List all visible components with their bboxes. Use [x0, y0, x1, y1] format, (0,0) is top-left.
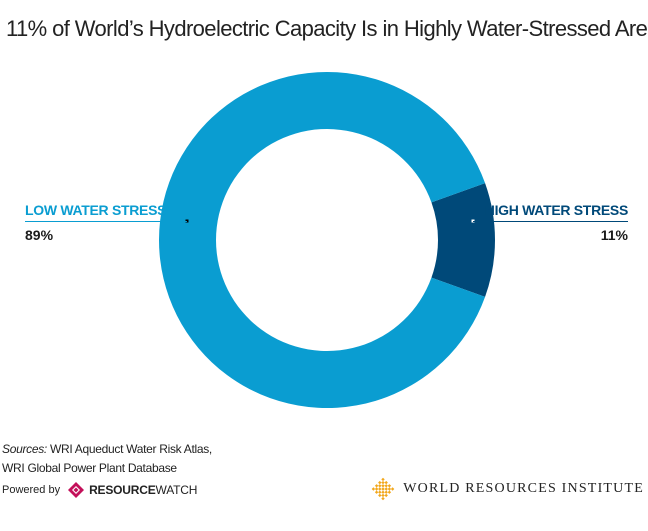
wri-logo-dot [378, 493, 382, 498]
high-water-stress-leader-line [473, 221, 628, 222]
sources-note: Sources: WRI Aqueduct Water Risk Atlas, … [2, 440, 212, 478]
wri-logo-dot [378, 490, 382, 494]
wri-logo-icon [371, 477, 395, 501]
wri-logo-dot [384, 487, 389, 491]
donut-slices [159, 71, 495, 408]
source-power-plant-database: WRI Global Power Plant Database [2, 461, 177, 475]
resource-watch-brand-rest: WATCH [155, 483, 198, 497]
donut-slice-high-water-stress [431, 183, 495, 297]
high-water-stress-label: HIGH WATER STRESS [484, 202, 629, 218]
low-water-stress-leader-line [25, 221, 187, 222]
wri-logo-dot [384, 490, 389, 494]
wri-logo-dot [371, 487, 376, 491]
wri-logo-dot [381, 496, 385, 501]
wri-logo-dot [378, 484, 382, 488]
wri-logo-dot [381, 493, 385, 498]
low-water-stress-label: LOW WATER STRESS [25, 202, 167, 218]
wri-logo-dot [381, 490, 385, 494]
wri-logo-dot [381, 484, 385, 488]
wri-logo-dot [375, 487, 379, 491]
wri-logo-dot [381, 480, 385, 485]
wri-logo-dot [381, 477, 385, 482]
high-water-stress-value: 11% [600, 227, 628, 243]
sources-label: Sources: [2, 442, 47, 456]
low-water-stress-marker [185, 219, 189, 223]
wri-logo-dot [378, 480, 382, 485]
wri-name: WORLD RESOURCES INSTITUTE [403, 481, 644, 496]
powered-by: Powered by RESOURCEWATCH [2, 481, 197, 499]
source-aqueduct: WRI Aqueduct Water Risk Atlas, [46, 442, 212, 456]
wri-logo: WORLD RESOURCES INSTITUTE [371, 477, 644, 501]
wri-logo-dot [375, 490, 379, 494]
resource-watch-brand-bold: RESOURCE [89, 483, 156, 497]
wri-logo-dot [381, 487, 385, 491]
wri-logo-dot [375, 484, 379, 488]
slice-markers [185, 219, 475, 223]
wri-logo-dot [387, 484, 392, 488]
wri-logo-dot [387, 490, 392, 494]
powered-by-text: Powered by [2, 484, 61, 496]
resource-watch-logo-icon [68, 482, 85, 498]
wri-logo-dot [378, 487, 382, 491]
low-water-stress-value: 89% [25, 227, 54, 243]
wri-logo-dot [384, 484, 389, 488]
resource-watch-brand: RESOURCEWATCH [89, 483, 197, 497]
wri-logo-dot [387, 487, 392, 491]
wri-logo-dot [384, 493, 389, 498]
wri-logo-dot [391, 487, 395, 491]
wri-logo-dot [384, 480, 389, 485]
chart-title: 11% of World’s Hydroelectric Capacity Is… [6, 16, 648, 41]
donut-slice-low-water-stress [159, 71, 486, 408]
